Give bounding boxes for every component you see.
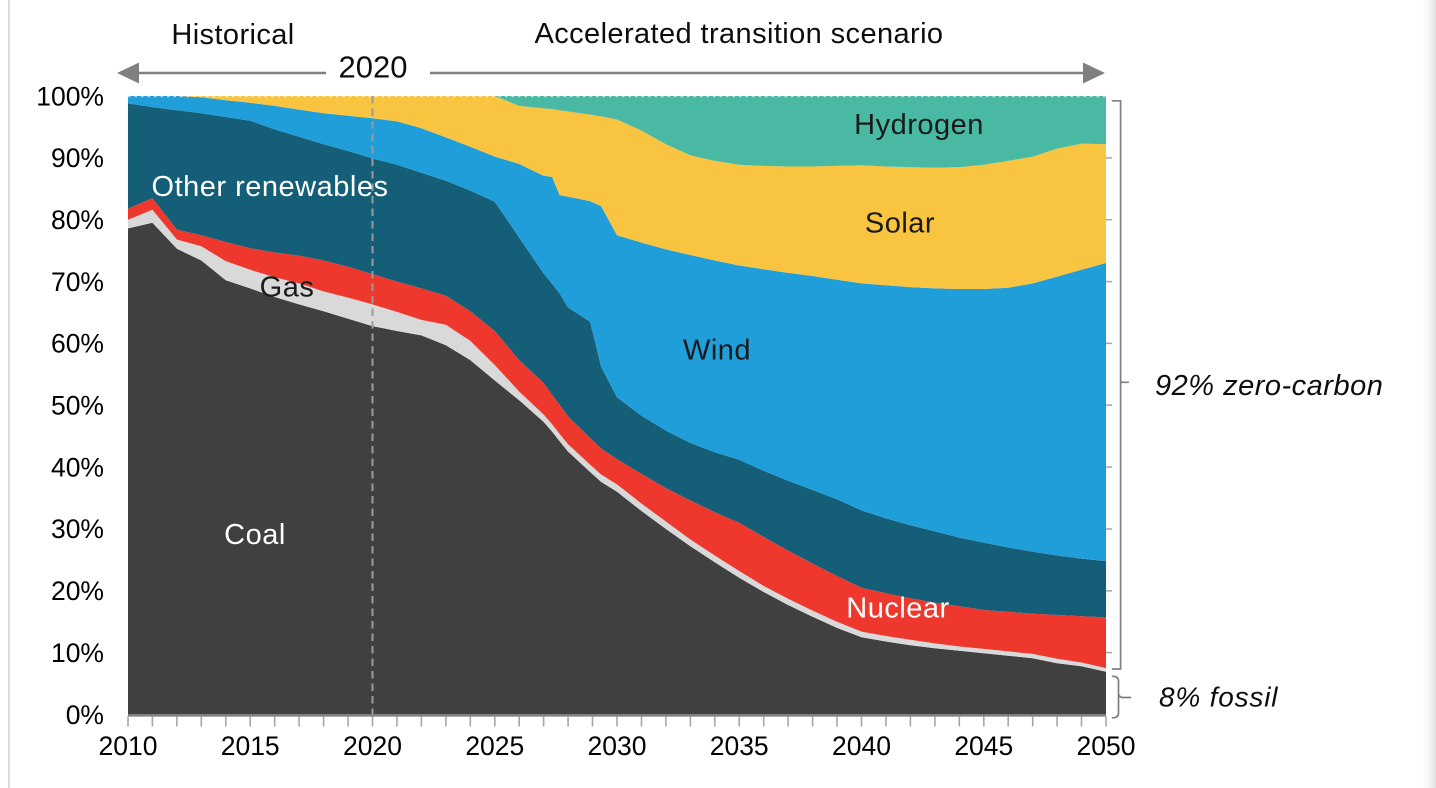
svg-text:80%: 80% bbox=[51, 205, 104, 235]
svg-text:Accelerated transition scenari: Accelerated transition scenario bbox=[535, 18, 944, 50]
svg-text:2025: 2025 bbox=[465, 731, 524, 761]
svg-text:2010: 2010 bbox=[99, 731, 158, 761]
svg-text:Solar: Solar bbox=[865, 208, 935, 240]
svg-text:10%: 10% bbox=[51, 638, 104, 668]
svg-text:40%: 40% bbox=[51, 452, 104, 482]
svg-text:2035: 2035 bbox=[710, 731, 769, 761]
svg-text:0%: 0% bbox=[66, 700, 104, 730]
svg-text:2050: 2050 bbox=[1077, 731, 1136, 761]
svg-text:60%: 60% bbox=[51, 329, 104, 359]
svg-text:2030: 2030 bbox=[588, 731, 647, 761]
svg-text:2045: 2045 bbox=[954, 731, 1013, 761]
svg-text:2020: 2020 bbox=[343, 731, 402, 761]
svg-text:2015: 2015 bbox=[221, 731, 280, 761]
svg-text:92% zero-carbon: 92% zero-carbon bbox=[1155, 370, 1383, 402]
svg-text:2020: 2020 bbox=[339, 50, 408, 85]
svg-text:Hydrogen: Hydrogen bbox=[854, 109, 984, 141]
svg-text:2040: 2040 bbox=[832, 731, 891, 761]
svg-text:8% fossil: 8% fossil bbox=[1159, 682, 1278, 713]
svg-text:Nuclear: Nuclear bbox=[846, 593, 949, 625]
svg-text:30%: 30% bbox=[51, 514, 104, 544]
svg-text:100%: 100% bbox=[36, 81, 104, 111]
svg-text:Wind: Wind bbox=[683, 335, 751, 367]
svg-text:Historical: Historical bbox=[171, 19, 294, 51]
svg-text:50%: 50% bbox=[51, 391, 104, 421]
svg-text:Gas: Gas bbox=[260, 272, 315, 304]
svg-text:90%: 90% bbox=[51, 143, 104, 173]
svg-text:Coal: Coal bbox=[224, 519, 286, 551]
svg-text:Other renewables: Other renewables bbox=[152, 171, 389, 203]
svg-text:20%: 20% bbox=[51, 576, 104, 606]
svg-text:70%: 70% bbox=[51, 267, 104, 297]
